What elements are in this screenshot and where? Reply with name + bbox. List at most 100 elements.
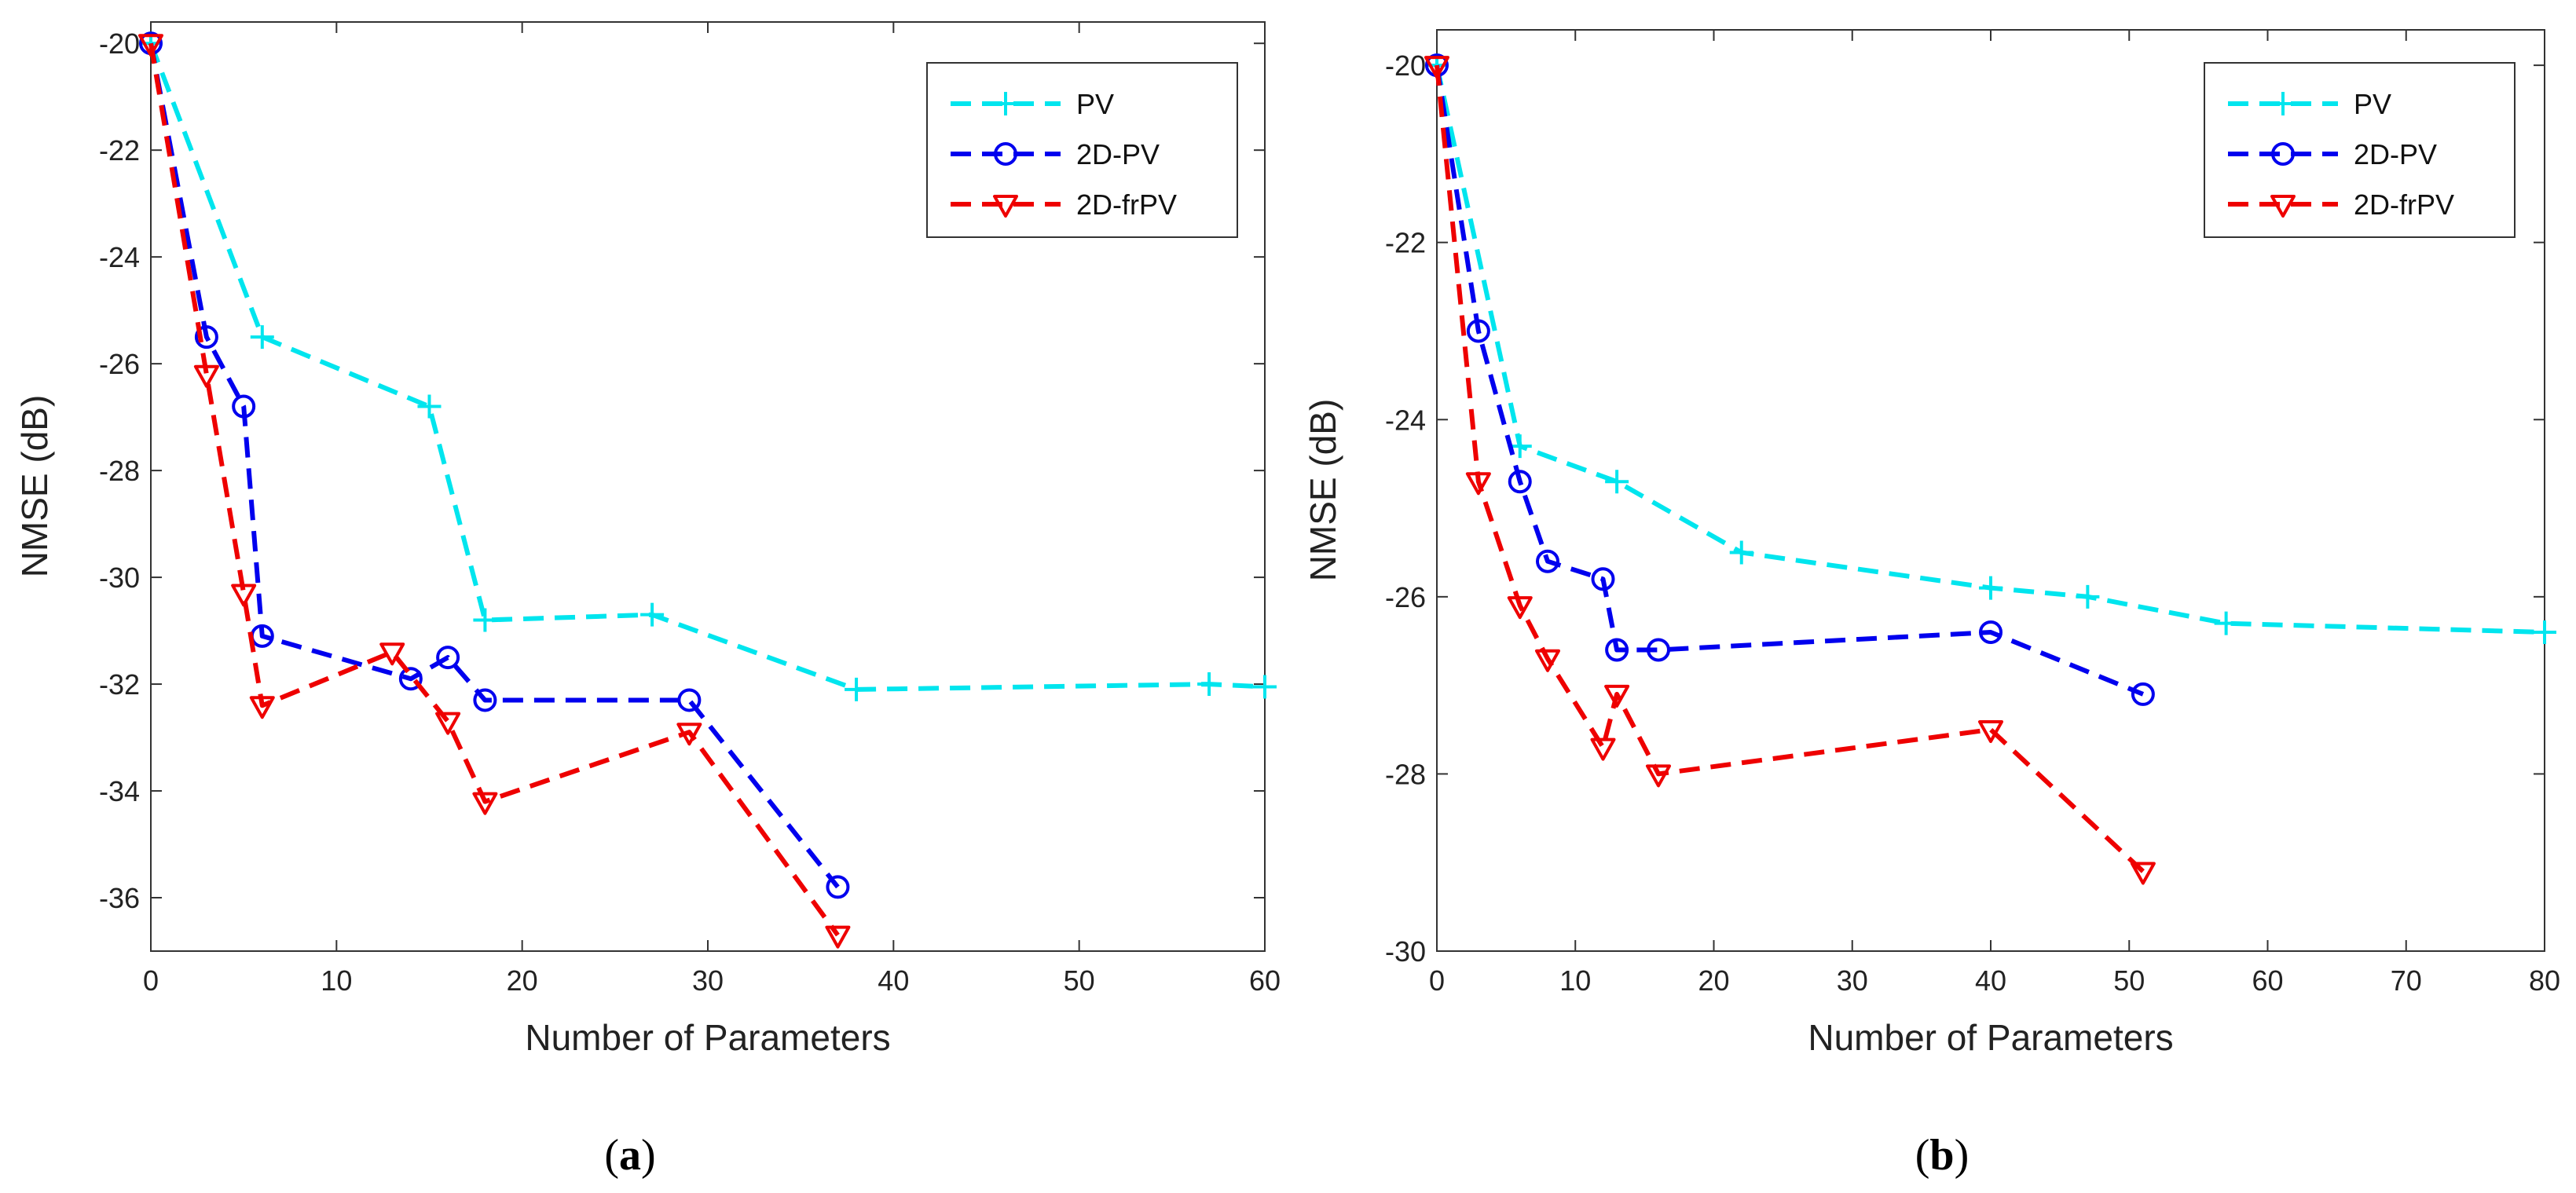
series-2d-pv xyxy=(1425,53,2155,706)
series-line xyxy=(1435,64,2545,635)
data-point xyxy=(2131,682,2155,706)
x-axis-label: Number of Parameters xyxy=(525,1017,890,1058)
y-tick-label: -28 xyxy=(99,455,140,487)
data-point xyxy=(1605,470,1629,494)
data-point xyxy=(1605,638,1629,662)
data-point xyxy=(435,712,461,735)
y-tick-label: -24 xyxy=(1385,404,1426,436)
y-tick-label: -28 xyxy=(1385,758,1426,790)
data-point xyxy=(1591,567,1615,591)
legend-entry: 2D-frPV xyxy=(2228,188,2454,221)
y-tick-label: -22 xyxy=(1385,227,1426,259)
x-tick-label: 40 xyxy=(1975,964,2006,997)
panel-a: 0 10 20 30 40 50 60 -20 -22 -24 -26 -28 -30 -32 -34 -36… xyxy=(14,21,1281,1180)
series-line xyxy=(148,42,840,889)
x-axis-label: Number of Parameters xyxy=(1808,1017,2173,1058)
data-point xyxy=(640,602,665,627)
data-point xyxy=(1536,549,1559,573)
caption-open-paren: ( xyxy=(604,1131,619,1180)
y-tick-label: -34 xyxy=(99,775,140,807)
data-point xyxy=(194,325,218,349)
legend: PV 2D-PV 2D-frPV xyxy=(926,62,1238,238)
data-point xyxy=(826,875,850,899)
caption-letter: a xyxy=(619,1131,641,1180)
y-tick-label: -36 xyxy=(99,882,140,914)
legend-label: PV xyxy=(2354,88,2391,120)
data-point xyxy=(1646,764,1671,788)
data-point xyxy=(676,723,702,746)
caption-open-paren: ( xyxy=(1915,1131,1930,1180)
data-point xyxy=(1466,319,1490,343)
data-point xyxy=(231,584,257,607)
caption-close-paren: ) xyxy=(1955,1131,1970,1180)
data-point xyxy=(825,925,851,949)
legend-entry: 2D-PV xyxy=(2228,138,2437,170)
series-line xyxy=(1435,64,2145,873)
data-point xyxy=(193,364,219,388)
panel-b: 0 10 20 30 40 50 60 70 80 -20 -22 -24 -26 -28 -30 PV 2D… xyxy=(1303,29,2560,1180)
data-point xyxy=(1979,620,2003,644)
data-point xyxy=(250,325,274,349)
legend-label: PV xyxy=(1076,88,1114,120)
y-tick-label: -24 xyxy=(99,241,140,273)
axis-ticks: 0 10 20 30 40 50 60 -20 -22 -24 -26 -28 -30 -32 -34 -36 xyxy=(99,22,1281,997)
y-axis-label: NMSE (dB) xyxy=(1303,399,1343,582)
series-line xyxy=(148,42,840,937)
data-point xyxy=(473,688,497,712)
data-point xyxy=(2533,620,2556,644)
legend-box xyxy=(2204,62,2516,238)
caption-letter: b xyxy=(1929,1131,1954,1180)
axis-ticks: 0 10 20 30 40 50 60 70 80 -20 -22 -24 -26 -28 -30 xyxy=(1385,30,2560,997)
data-point xyxy=(417,394,442,419)
data-point xyxy=(1604,684,1630,708)
x-tick-label: 50 xyxy=(1064,964,1095,997)
data-point xyxy=(1729,540,1753,565)
y-tick-label: -26 xyxy=(99,348,140,380)
y-tick-label: -30 xyxy=(1385,935,1426,968)
x-tick-label: 40 xyxy=(878,964,909,997)
legend-marker xyxy=(2270,195,2296,218)
data-point xyxy=(2214,611,2238,635)
data-point xyxy=(1465,472,1491,496)
data-point xyxy=(249,696,275,719)
legend-marker xyxy=(993,195,1018,218)
data-point xyxy=(2076,584,2100,609)
x-tick-label: 30 xyxy=(1837,964,1868,997)
series-group xyxy=(138,31,1277,949)
data-point xyxy=(677,688,702,712)
data-point xyxy=(232,394,256,419)
legend-entry: 2D-frPV xyxy=(951,188,1177,221)
data-point xyxy=(138,34,163,57)
x-tick-label: 10 xyxy=(321,964,352,997)
data-point xyxy=(1424,56,1449,79)
y-tick-label: -20 xyxy=(99,27,140,60)
y-tick-label: -22 xyxy=(99,134,140,167)
data-point xyxy=(1507,596,1533,620)
data-point xyxy=(1253,675,1277,699)
x-tick-label: 60 xyxy=(2252,964,2283,997)
series-2d-frpv xyxy=(138,34,851,949)
data-point xyxy=(1978,720,2003,744)
legend-entry: PV xyxy=(2228,88,2391,120)
series-line xyxy=(1435,64,2145,697)
series-pv xyxy=(139,31,1277,701)
x-tick-label: 20 xyxy=(507,964,538,997)
data-point xyxy=(1979,576,2003,600)
x-tick-label: 10 xyxy=(1559,964,1591,997)
data-point xyxy=(436,646,460,670)
caption-close-paren: ) xyxy=(641,1131,656,1180)
data-point xyxy=(473,608,497,632)
x-tick-label: 50 xyxy=(2113,964,2145,997)
x-tick-label: 80 xyxy=(2529,964,2560,997)
y-tick-label: -26 xyxy=(1385,581,1426,613)
x-tick-label: 60 xyxy=(1249,964,1281,997)
legend-marker xyxy=(2271,142,2295,166)
legend: PV 2D-PV 2D-frPV xyxy=(2204,62,2516,238)
series-line xyxy=(148,42,1266,692)
data-point xyxy=(398,667,423,691)
legend-label: 2D-PV xyxy=(2354,138,2437,170)
data-point xyxy=(845,677,869,701)
legend-marker xyxy=(994,92,1017,115)
data-point xyxy=(2130,862,2156,885)
data-point xyxy=(1590,737,1616,761)
